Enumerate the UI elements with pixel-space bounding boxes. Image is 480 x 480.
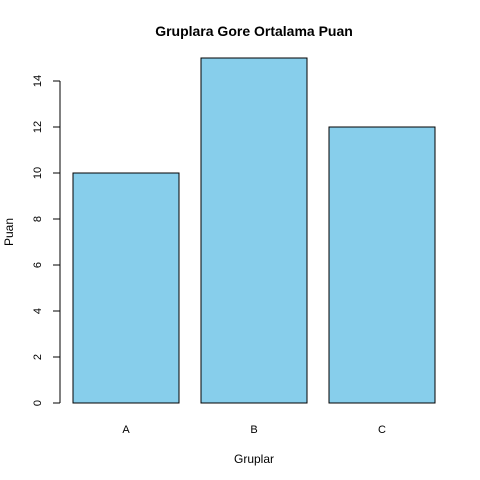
y-tick-label-4: 4 <box>32 308 44 314</box>
chart-title: Gruplara Gore Ortalama Puan <box>155 23 353 39</box>
y-tick-label-12: 12 <box>32 121 44 133</box>
y-tick-label-6: 6 <box>32 262 44 268</box>
bar-c <box>328 126 436 404</box>
bars-group <box>72 57 436 404</box>
y-axis: 0 2 4 6 8 10 12 14 <box>32 75 61 406</box>
y-tick-label-0: 0 <box>32 400 44 406</box>
bar-a <box>72 172 180 404</box>
x-tick-labels: A B C <box>122 424 386 436</box>
x-axis-label: Gruplar <box>234 452 274 466</box>
y-tick-label-8: 8 <box>32 216 44 222</box>
x-tick-label-c: C <box>378 424 386 436</box>
y-tick-label-2: 2 <box>32 354 44 360</box>
y-tick-label-10: 10 <box>32 167 44 179</box>
bar-b <box>200 57 308 404</box>
y-axis-label: Puan <box>2 218 16 246</box>
y-tick-label-14: 14 <box>32 75 44 87</box>
x-tick-label-b: B <box>250 424 257 436</box>
x-tick-label-a: A <box>122 424 130 436</box>
